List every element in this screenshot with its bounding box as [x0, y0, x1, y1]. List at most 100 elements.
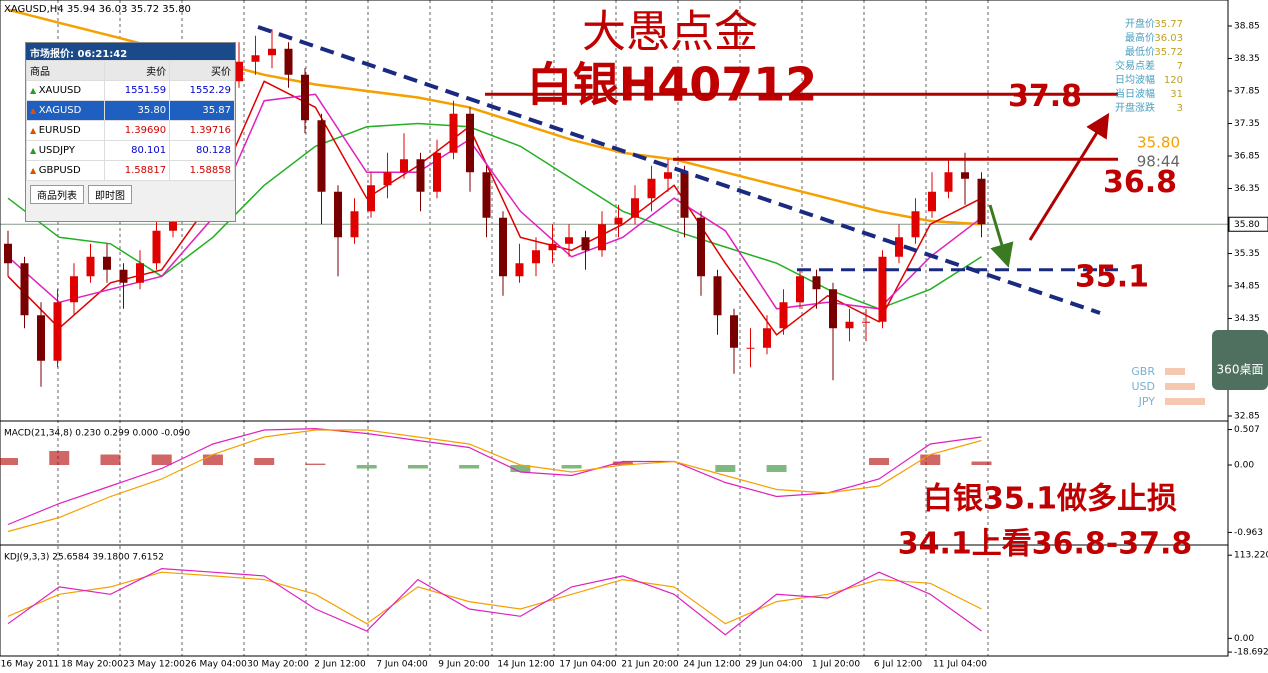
trend-line [257, 25, 1101, 315]
candle-body [961, 172, 969, 179]
indicator-line [7, 567, 982, 636]
candle-body [829, 289, 837, 329]
info-value: 35.72 [1154, 47, 1183, 58]
currency-label: JPY [1138, 395, 1156, 408]
x-tick-label: 29 Jun 04:00 [745, 660, 802, 670]
candle-body [499, 217, 507, 277]
histogram-bar [459, 465, 480, 469]
x-tick-label: 24 Jun 12:00 [683, 660, 740, 670]
histogram-bar [971, 461, 992, 466]
histogram-bar [305, 463, 326, 466]
y-tick-label: 0.00 [1234, 634, 1254, 644]
x-tick-label: 2 Jun 12:00 [314, 660, 366, 670]
candle-body [70, 276, 78, 303]
tab[interactable]: 商品列表 [30, 185, 84, 204]
y-tick-label: 38.35 [1234, 54, 1260, 64]
info-value: 3 [1177, 103, 1183, 114]
x-tick-label: 23 May 12:00 [123, 660, 185, 670]
histogram-bar [49, 451, 70, 466]
candle-body [515, 263, 524, 277]
candle-body [20, 263, 29, 316]
price-cell: 80.101 [104, 140, 171, 161]
x-tick-label: 30 May 20:00 [247, 660, 309, 670]
candle-body [284, 48, 293, 75]
candle-body [136, 263, 144, 283]
histogram-bar [0, 458, 18, 466]
candle-body [400, 159, 408, 173]
y-tick-label: 113.2202 [1234, 551, 1268, 561]
candle-body [548, 243, 557, 251]
y-tick-label: 36.35 [1234, 184, 1260, 194]
currency-label: USD [1131, 380, 1155, 393]
y-tick-label: -0.963 [1234, 528, 1263, 538]
pane-label: KDJ(9,3,3) 25.6584 39.1800 7.6152 [4, 553, 164, 563]
info-label: 当日波幅 [1115, 87, 1155, 100]
market-row[interactable]: ▲ XAGUSD 35.80 35.87 [25, 100, 235, 121]
pane-label: MACD(21,34,8) 0.230 0.299 0.000 -0.090 [4, 429, 190, 439]
symbol-cell: ▲ USDJPY [25, 140, 106, 161]
symbol-cell: ▲ EURUSD [25, 120, 106, 141]
info-label: 开盘涨跌 [1115, 101, 1155, 114]
info-label: 最低价 [1125, 45, 1155, 58]
x-tick-label: 21 Jun 20:00 [621, 660, 678, 670]
histogram-bar [766, 465, 787, 473]
moving-average [7, 80, 982, 336]
histogram-bar [254, 458, 275, 466]
price-box [1228, 216, 1268, 232]
price-cell: 1552.29 [169, 80, 235, 101]
widget-label[interactable]: 360桌面 [1217, 363, 1264, 377]
candle-body [977, 178, 986, 225]
candle-body [862, 321, 870, 323]
y-tick-label: 0.00 [1234, 461, 1254, 471]
market-table: 商品 卖价 买价 ▲ XAUUSD 1551.59 1552.29 ▲ XAGUSD 35.8… [25, 60, 235, 181]
chart-header: XAGUSD,H4 35.94 36.03 35.72 35.80 [4, 4, 191, 15]
title: 大愚点金 [582, 7, 758, 58]
y-tick-label: 35.35 [1234, 249, 1260, 259]
level-label: 37.8 [1008, 79, 1082, 114]
tab[interactable]: 即时图 [88, 185, 132, 204]
candle-body [664, 172, 672, 179]
currency-label: GBR [1131, 365, 1155, 378]
candle-body [944, 172, 953, 192]
candle-body [449, 113, 458, 153]
candle-body [119, 269, 128, 283]
market-row[interactable]: ▲ GBPUSD 1.58817 1.58858 [25, 160, 235, 181]
info-timer: 98:44 [1137, 153, 1180, 171]
candle-body [796, 276, 804, 303]
histogram-bar [356, 465, 377, 469]
x-tick-label: 17 Jun 04:00 [559, 660, 616, 670]
x-tick-label: 9 Jun 20:00 [438, 660, 490, 670]
price-cell: 35.87 [169, 100, 235, 121]
histogram-bar [202, 454, 223, 466]
level-label: 36.8 [1103, 165, 1177, 200]
candle-body [53, 302, 62, 361]
moving-average [7, 93, 982, 310]
histogram-bar [869, 458, 890, 466]
info-value: 35.77 [1154, 19, 1183, 30]
price-label: 35.80 [1234, 220, 1260, 230]
histogram-bar [100, 454, 121, 466]
market-row[interactable]: ▲ USDJPY 80.101 80.128 [25, 140, 235, 161]
candle-body [416, 159, 425, 192]
symbol-cell: ▲ XAGUSD [25, 100, 106, 121]
axes [0, 0, 1229, 657]
indicator-line [7, 571, 982, 625]
column-header: 买价 [169, 60, 235, 81]
market-row[interactable]: ▲ XAUUSD 1551.59 1552.29 [25, 80, 235, 101]
market-watch[interactable]: 市场报价: 06:21:42 商品 卖价 买价 ▲ XAUUSD 1551.59 1552… [25, 42, 236, 222]
info-label: 最高价 [1125, 31, 1155, 44]
candle-body [317, 120, 326, 192]
symbol-cell: ▲ XAUUSD [25, 80, 106, 101]
histogram-bar [715, 465, 736, 473]
up-arrow [1028, 112, 1110, 241]
market-row[interactable]: ▲ EURUSD 1.39690 1.39716 [25, 120, 235, 141]
x-tick-label: 26 May 04:00 [185, 660, 247, 670]
widget[interactable] [1212, 330, 1268, 390]
info-value: 31 [1170, 89, 1183, 100]
y-tick-label: 34.35 [1234, 314, 1260, 324]
candle-body [812, 276, 821, 290]
info-value: 36.03 [1154, 33, 1183, 44]
candle-body [631, 198, 639, 218]
y-tick-label: 32.85 [1234, 412, 1260, 422]
candle-body [235, 61, 243, 82]
